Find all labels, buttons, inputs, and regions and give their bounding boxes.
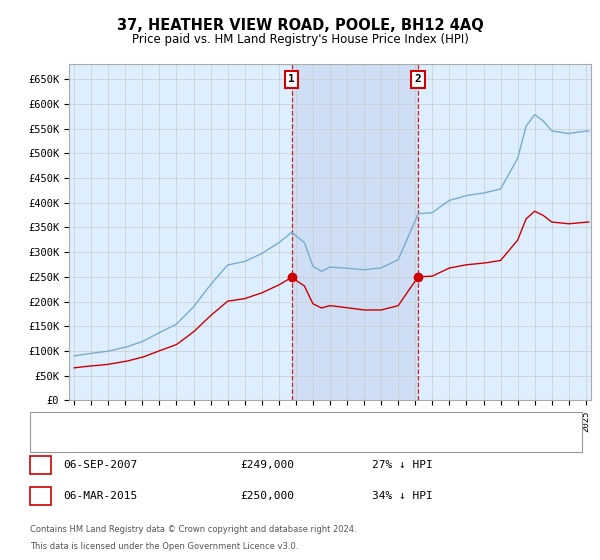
Text: Contains HM Land Registry data © Crown copyright and database right 2024.: Contains HM Land Registry data © Crown c… bbox=[30, 525, 356, 534]
Text: This data is licensed under the Open Government Licence v3.0.: This data is licensed under the Open Gov… bbox=[30, 542, 298, 550]
Text: 2: 2 bbox=[415, 74, 422, 84]
Text: 37, HEATHER VIEW ROAD, POOLE, BH12 4AQ: 37, HEATHER VIEW ROAD, POOLE, BH12 4AQ bbox=[116, 18, 484, 32]
Text: 1: 1 bbox=[37, 460, 44, 470]
Text: Price paid vs. HM Land Registry's House Price Index (HPI): Price paid vs. HM Land Registry's House … bbox=[131, 32, 469, 46]
Text: 06-MAR-2015: 06-MAR-2015 bbox=[63, 491, 137, 501]
Bar bbox=[292, 64, 418, 400]
Text: 1: 1 bbox=[288, 74, 295, 84]
Text: £250,000: £250,000 bbox=[240, 491, 294, 501]
Text: 37, HEATHER VIEW ROAD, POOLE, BH12 4AQ (detached house): 37, HEATHER VIEW ROAD, POOLE, BH12 4AQ (… bbox=[66, 417, 389, 427]
Text: 34% ↓ HPI: 34% ↓ HPI bbox=[372, 491, 433, 501]
Text: ——: —— bbox=[39, 431, 56, 446]
Text: 06-SEP-2007: 06-SEP-2007 bbox=[63, 460, 137, 470]
Text: ——: —— bbox=[39, 414, 56, 429]
Text: 27% ↓ HPI: 27% ↓ HPI bbox=[372, 460, 433, 470]
Text: 2: 2 bbox=[37, 491, 44, 501]
Text: HPI: Average price, detached house, Bournemouth Christchurch and Poole: HPI: Average price, detached house, Bour… bbox=[66, 433, 477, 444]
Text: £249,000: £249,000 bbox=[240, 460, 294, 470]
